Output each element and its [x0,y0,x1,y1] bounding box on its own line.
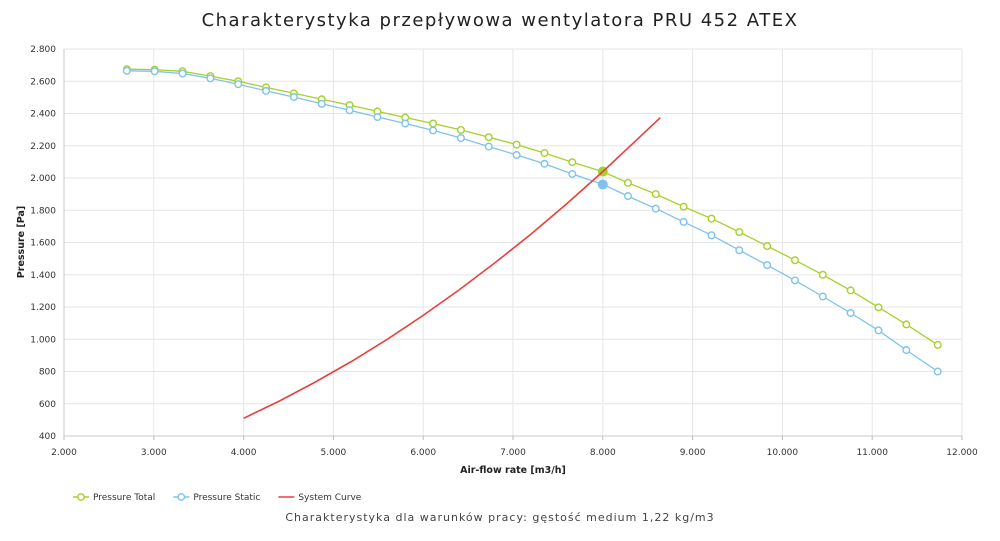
data-point [456,134,465,143]
x-tick-label: 6.000 [410,448,436,458]
x-tick-label: 8.000 [590,448,616,458]
data-point [623,178,632,187]
data-point [178,69,187,78]
series-pressure-static [122,66,942,376]
data-point [790,276,799,285]
data-point [874,326,883,335]
x-tick-label: 3.000 [141,448,167,458]
x-tick-label: 12.000 [946,448,978,458]
data-point [679,217,688,226]
y-tick-label: 2.000 [30,174,56,184]
legend: Pressure Total Pressure Static System Curv… [73,493,362,503]
data-point [540,149,549,158]
data-point [623,192,632,201]
data-point [707,214,716,223]
chart-title: Charakterystyka przepływowa wentylatora … [201,10,799,31]
chart-caption: Charakterystyka dla warunków pracy: gęst… [285,511,715,524]
data-point [484,133,493,142]
data-point [484,142,493,151]
data-point [429,126,438,135]
y-tick-label: 2.800 [30,45,56,55]
legend-swatch-marker [77,493,85,501]
data-point [763,242,772,251]
static-operating-point [597,179,608,190]
data-point [735,228,744,237]
y-axis-label: Pressure [Pa] [16,206,27,278]
data-point [874,303,883,312]
data-point [512,140,521,149]
data-point [345,106,354,115]
data-point [429,119,438,128]
data-point [540,159,549,168]
data-point [790,256,799,265]
legend-swatch-marker [177,493,186,501]
data-point [735,246,744,255]
data-point [933,367,942,376]
data-point [846,308,855,317]
x-axis-ticks: 2.000 3.000 4.000 5.000 6.000 7.000 8.000 9.000… [51,436,978,458]
y-axis-ticks: 400 600 800 1.000 1.200 1.400 1.600 1.800 2.000 2… [30,45,56,442]
data-point [206,74,215,83]
y-tick-label: 2.400 [30,110,56,120]
x-axis-label: Air-flow rate [m3/h] [460,465,566,476]
x-tick-label: 2.000 [51,448,77,458]
y-tick-label: 1.000 [30,335,56,345]
data-point [234,80,243,89]
y-tick-label: 1.400 [30,271,56,281]
legend-label: Pressure Total [93,493,155,503]
data-point [933,340,942,349]
series-system-curve [243,117,661,420]
legend-label: Pressure Static [193,493,260,503]
data-point [651,204,660,213]
series-line [243,117,661,420]
data-point [679,202,688,211]
legend-item: Pressure Static [173,493,260,503]
data-point [150,67,159,76]
data-point [651,190,660,199]
data-point [568,158,577,167]
y-tick-label: 1.200 [30,303,56,313]
data-point [902,320,911,329]
data-point [317,99,326,108]
data-point [846,286,855,295]
grid [64,48,963,436]
legend-label: System Curve [298,493,361,503]
series-line [126,70,939,373]
x-tick-label: 4.000 [231,448,257,458]
y-tick-label: 600 [39,400,56,410]
data-point [818,270,827,279]
data-point [568,169,577,178]
y-tick-label: 1.600 [30,239,56,249]
legend-item: System Curve [278,493,362,503]
x-tick-label: 11.000 [856,448,888,458]
data-point [456,125,465,134]
series-line [126,68,939,346]
data-point [818,292,827,301]
y-tick-label: 1.800 [30,206,56,216]
data-point [289,93,298,102]
data-point [401,119,410,128]
data-point [707,231,716,240]
legend-item: Pressure Total [73,493,155,503]
y-tick-label: 800 [39,368,56,378]
x-tick-label: 5.000 [321,448,347,458]
y-tick-label: 2.600 [30,77,56,87]
data-point [373,113,382,122]
x-tick-label: 9.000 [680,448,706,458]
x-tick-label: 10.000 [767,448,799,458]
y-tick-label: 400 [39,432,56,442]
x-tick-label: 7.000 [500,448,526,458]
data-point [902,346,911,355]
y-tick-label: 2.200 [30,142,56,152]
data-point [512,150,521,159]
data-point [122,66,131,75]
data-point [262,86,271,95]
series-layer [122,65,942,420]
data-point [763,261,772,270]
